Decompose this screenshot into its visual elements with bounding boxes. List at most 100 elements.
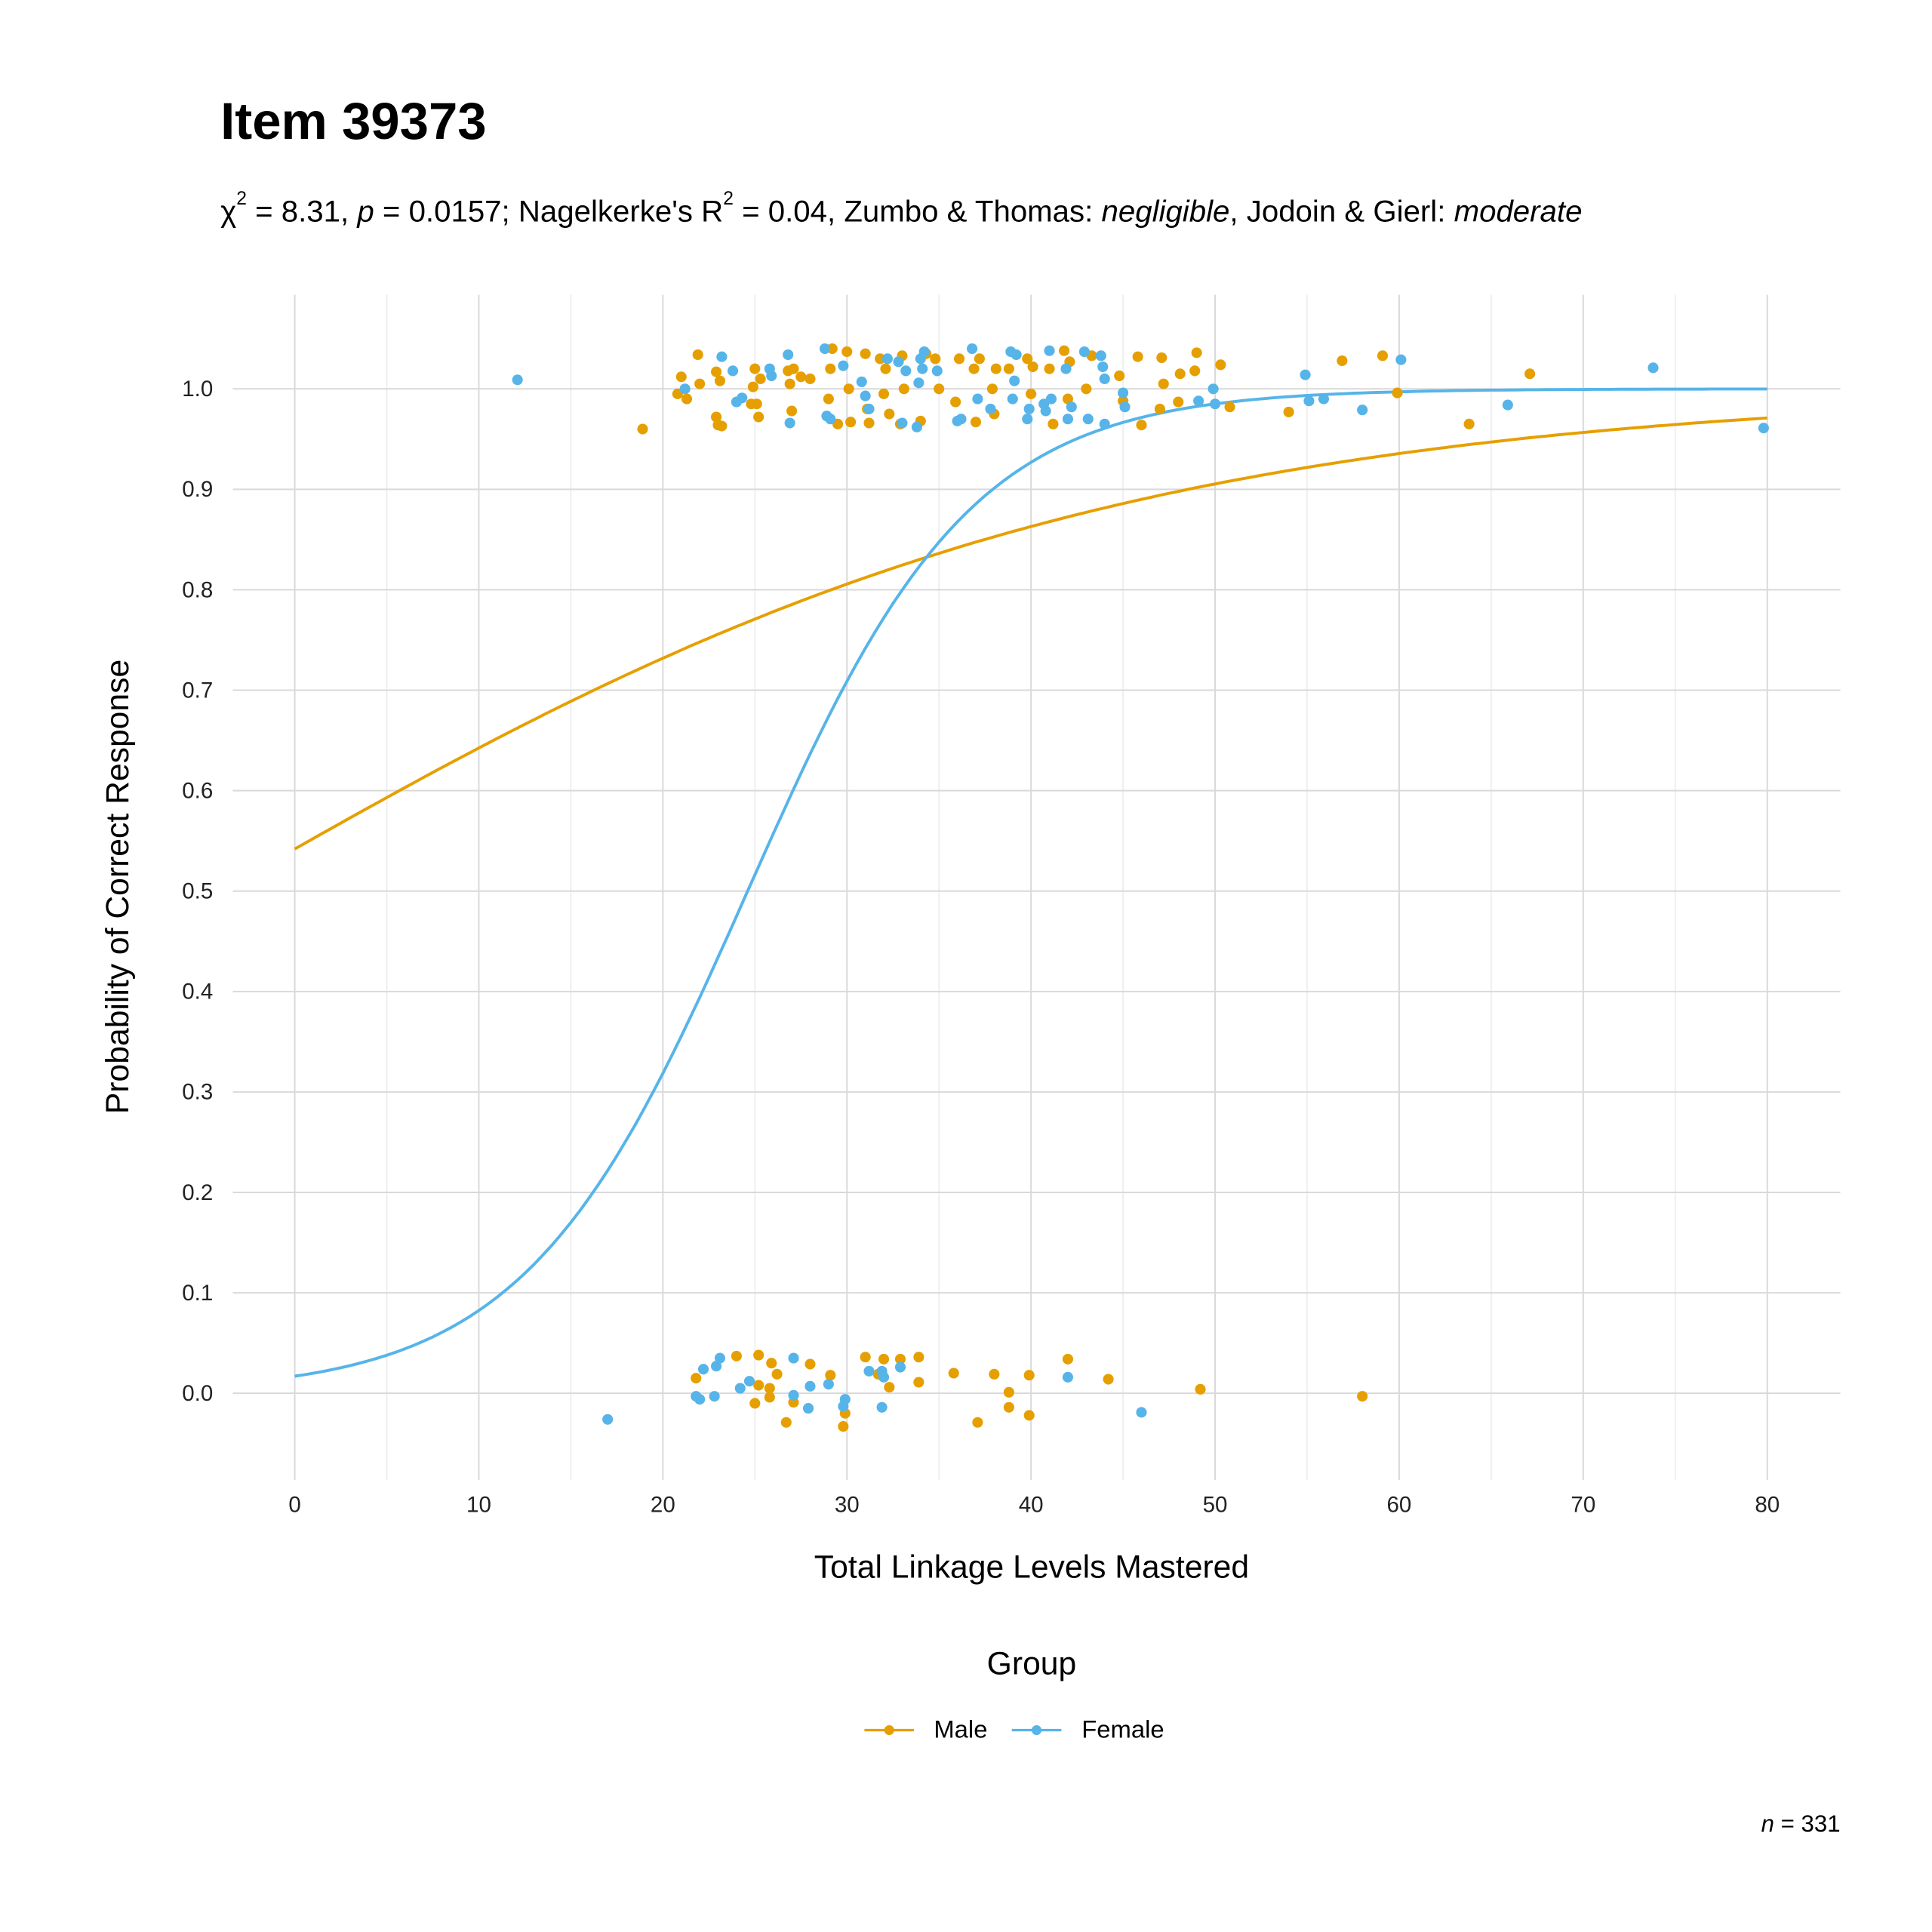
point-male	[1003, 1386, 1014, 1398]
point-female	[734, 1383, 746, 1394]
legend-label-male: Male	[934, 1715, 988, 1743]
y-tick-label: 0.4	[182, 980, 213, 1004]
point-male	[880, 363, 891, 374]
point-male	[884, 408, 895, 420]
point-female	[985, 403, 996, 414]
p-symbol: p	[357, 195, 374, 229]
point-male	[691, 1373, 702, 1384]
point-female	[1082, 414, 1094, 425]
point-female	[804, 1380, 816, 1392]
subtitle-text: = 0.0157; Nagelkerke's R	[374, 195, 724, 229]
point-female	[838, 360, 849, 371]
point-female	[900, 365, 912, 377]
point-female	[825, 414, 836, 425]
zumbo-thomas-rating: negligible	[1101, 195, 1230, 229]
point-male	[1114, 370, 1125, 382]
point-male	[894, 1353, 906, 1364]
point-male	[795, 371, 807, 383]
point-male	[860, 1352, 871, 1363]
x-tick-label: 80	[1755, 1493, 1780, 1518]
point-female	[714, 1352, 726, 1364]
point-male	[804, 373, 816, 385]
point-male	[1174, 368, 1186, 380]
point-female	[911, 421, 922, 432]
point-male	[1337, 355, 1348, 367]
x-tick-label: 10	[466, 1493, 491, 1518]
point-male	[1081, 383, 1092, 395]
point-male	[934, 383, 945, 395]
x-tick-label: 0	[288, 1493, 300, 1518]
point-male	[1189, 365, 1201, 377]
legend-item-female: Female	[1012, 1715, 1164, 1745]
point-male	[749, 1398, 761, 1409]
point-male	[1524, 368, 1536, 380]
y-tick-label: 0.8	[182, 577, 213, 602]
point-male	[780, 1417, 792, 1428]
point-male	[845, 417, 857, 428]
point-female	[1044, 345, 1055, 356]
subtitle-text: = 8.31,	[246, 195, 358, 229]
point-female	[1007, 393, 1018, 405]
point-female	[878, 1371, 890, 1383]
subtitle-text: = 0.04, Zumbo & Thomas:	[733, 195, 1102, 229]
point-male	[1158, 378, 1169, 389]
point-female	[1095, 350, 1106, 361]
point-male	[804, 1358, 816, 1370]
point-female	[913, 377, 924, 389]
point-female	[1136, 1407, 1147, 1418]
x-tick-label: 30	[835, 1493, 860, 1518]
x-tick-label: 70	[1571, 1493, 1595, 1518]
point-female	[512, 374, 523, 386]
jodoin-gierl-rating: moderate	[1454, 195, 1583, 229]
point-male	[948, 1367, 959, 1379]
point-female	[955, 414, 967, 425]
point-male	[771, 1368, 783, 1380]
sample-size-caption: n = 331	[1761, 1812, 1841, 1839]
point-female	[893, 356, 904, 368]
point-male	[826, 343, 838, 355]
point-male	[913, 1377, 924, 1388]
point-male	[1156, 352, 1168, 364]
point-female	[783, 349, 794, 361]
point-male	[1027, 361, 1038, 373]
point-male	[1173, 396, 1184, 408]
point-male	[825, 363, 836, 374]
point-female	[709, 1391, 720, 1402]
subtitle-text: , Jodoin & Gierl:	[1229, 195, 1454, 229]
point-female	[1040, 405, 1051, 417]
chi-exponent: 2	[236, 188, 247, 210]
x-tick-label: 60	[1387, 1493, 1412, 1518]
point-male	[1062, 1353, 1073, 1364]
point-male	[1003, 1401, 1014, 1413]
legend-item-male: Male	[864, 1715, 987, 1745]
point-female	[1209, 398, 1221, 410]
point-male	[838, 1421, 849, 1432]
point-female	[1758, 423, 1769, 434]
point-male	[637, 423, 648, 435]
point-male	[749, 363, 761, 374]
point-female	[679, 383, 691, 395]
point-female	[1502, 399, 1513, 411]
point-male	[694, 378, 706, 389]
point-male	[953, 353, 965, 365]
point-male	[764, 1383, 775, 1394]
point-male	[1463, 418, 1475, 429]
point-female	[823, 1379, 834, 1390]
point-female	[863, 1365, 875, 1377]
point-female	[967, 343, 978, 355]
point-male	[1132, 351, 1143, 362]
point-male	[766, 1358, 777, 1369]
point-male	[968, 363, 980, 374]
point-male	[681, 393, 693, 405]
x-tick-label: 50	[1203, 1493, 1228, 1518]
point-male	[878, 388, 890, 399]
y-tick-label: 0.2	[182, 1180, 213, 1205]
legend: Male Female	[864, 1715, 1189, 1745]
y-tick-label: 1.0	[182, 377, 213, 401]
point-male	[878, 1353, 890, 1364]
point-female	[711, 1361, 722, 1372]
point-female	[1303, 395, 1315, 407]
point-male	[1003, 363, 1014, 374]
point-male	[860, 348, 871, 359]
point-female	[1078, 346, 1090, 358]
